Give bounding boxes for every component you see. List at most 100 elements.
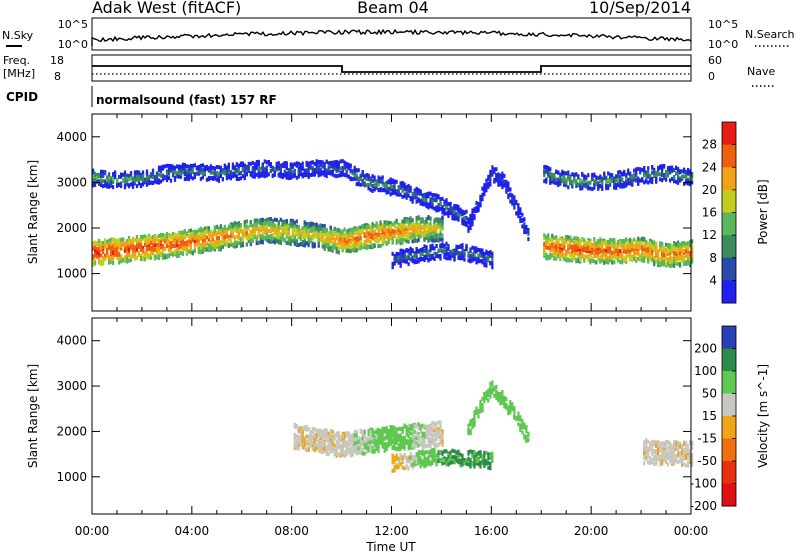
heatmap-cell xyxy=(267,172,270,177)
heatmap-cell xyxy=(303,228,306,233)
heatmap-cell xyxy=(373,223,376,228)
heatmap-cell xyxy=(249,230,252,235)
heatmap-cell xyxy=(269,162,272,167)
heatmap-cell xyxy=(169,164,173,168)
heatmap-cell xyxy=(247,165,250,169)
heatmap-cell xyxy=(433,256,436,261)
heatmap-cell xyxy=(235,228,238,233)
heatmap-cell xyxy=(489,169,492,174)
heatmap-cell xyxy=(407,256,410,261)
heatmap-cell xyxy=(639,244,642,249)
heatmap-cell xyxy=(445,256,448,261)
heatmap-cell xyxy=(331,172,334,177)
heatmap-cell xyxy=(657,249,660,254)
heatmap-cell xyxy=(401,258,404,263)
heatmap-cell xyxy=(443,202,446,207)
heatmap-cell xyxy=(423,225,426,230)
heatmap-cell xyxy=(667,166,670,171)
heatmap-cell xyxy=(657,261,660,266)
heatmap-cell xyxy=(273,239,276,244)
heatmap-cell xyxy=(615,255,618,260)
heatmap-cell xyxy=(631,181,634,186)
heatmap-cell xyxy=(367,174,370,179)
heatmap-cell xyxy=(125,244,129,249)
heatmap-cell xyxy=(613,254,616,259)
heatmap-cell xyxy=(397,255,400,260)
heatmap-cell xyxy=(631,239,634,244)
heatmap-cell xyxy=(335,168,338,173)
heatmap-cell xyxy=(155,180,159,185)
heatmap-cell xyxy=(231,224,234,229)
heatmap-cell xyxy=(689,239,692,244)
heatmap-cell xyxy=(118,182,121,187)
heatmap-cell xyxy=(631,258,634,262)
heatmap-cell xyxy=(391,263,394,268)
heatmap-cell xyxy=(645,252,648,257)
heatmap-cell xyxy=(551,172,554,177)
heatmap-cell xyxy=(491,264,494,269)
heatmap-cell xyxy=(179,245,183,250)
heatmap-cell xyxy=(209,229,212,234)
heatmap-cell xyxy=(307,161,310,166)
heatmap-cell xyxy=(389,224,392,229)
heatmap-cell xyxy=(345,245,348,250)
heatmap-cell xyxy=(131,236,135,241)
heatmap-cell xyxy=(233,173,236,177)
heatmap-cell xyxy=(629,237,632,242)
heatmap-cell xyxy=(365,222,368,227)
heatmap-cell xyxy=(267,235,270,240)
heatmap-cell xyxy=(245,242,248,247)
heatmap-cell xyxy=(329,164,332,169)
heatmap-cell xyxy=(257,169,260,174)
heatmap-cell xyxy=(595,254,598,258)
heatmap-cell xyxy=(481,197,484,202)
heatmap-cell xyxy=(629,181,632,186)
heatmap-cell xyxy=(161,244,165,249)
heatmap-cell xyxy=(547,234,550,239)
heatmap-cell xyxy=(391,251,394,256)
heatmap-cell xyxy=(401,219,404,224)
heatmap-cell xyxy=(100,179,103,184)
heatmap-cell xyxy=(605,240,608,244)
heatmap-cell xyxy=(637,250,640,255)
heatmap-cell xyxy=(309,235,312,239)
heatmap-cell xyxy=(341,248,344,253)
heatmap-cell xyxy=(619,180,622,185)
heatmap-cell xyxy=(399,222,402,227)
heatmap-cell xyxy=(171,251,175,256)
heatmap-cell xyxy=(651,240,654,245)
heatmap-cell xyxy=(175,239,179,244)
heatmap-cell xyxy=(231,171,234,176)
heatmap-cell xyxy=(349,240,352,245)
heatmap-cell xyxy=(443,199,446,204)
heatmap-cell xyxy=(253,174,256,179)
heatmap-cell xyxy=(127,183,131,188)
heatmap-cell xyxy=(687,241,690,246)
heatmap-cell xyxy=(307,169,310,174)
heatmap-cell xyxy=(435,233,438,238)
heatmap-cell xyxy=(253,235,256,239)
heatmap-cell xyxy=(333,163,336,168)
heatmap-cell xyxy=(120,173,123,178)
heatmap-cell xyxy=(281,233,284,238)
heatmap-cell xyxy=(201,229,204,234)
heatmap-cell xyxy=(265,237,268,242)
heatmap-cell xyxy=(659,172,662,177)
heatmap-cell xyxy=(169,234,173,239)
heatmap-cell xyxy=(669,264,672,268)
heatmap-cell xyxy=(611,242,614,247)
heatmap-cell xyxy=(609,175,612,180)
heatmap-cell xyxy=(165,238,169,243)
heatmap-cell xyxy=(639,256,642,261)
heatmap-cell xyxy=(679,251,682,256)
heatmap-cell xyxy=(567,250,570,255)
heatmap-cell xyxy=(273,223,276,228)
heatmap-cell xyxy=(435,251,438,256)
heatmap-cell xyxy=(439,202,442,207)
heatmap-cell xyxy=(125,181,129,186)
heatmap-cell xyxy=(643,253,646,258)
heatmap-cell xyxy=(673,168,676,173)
heatmap-cell xyxy=(277,235,280,239)
heatmap-cell xyxy=(439,248,442,253)
